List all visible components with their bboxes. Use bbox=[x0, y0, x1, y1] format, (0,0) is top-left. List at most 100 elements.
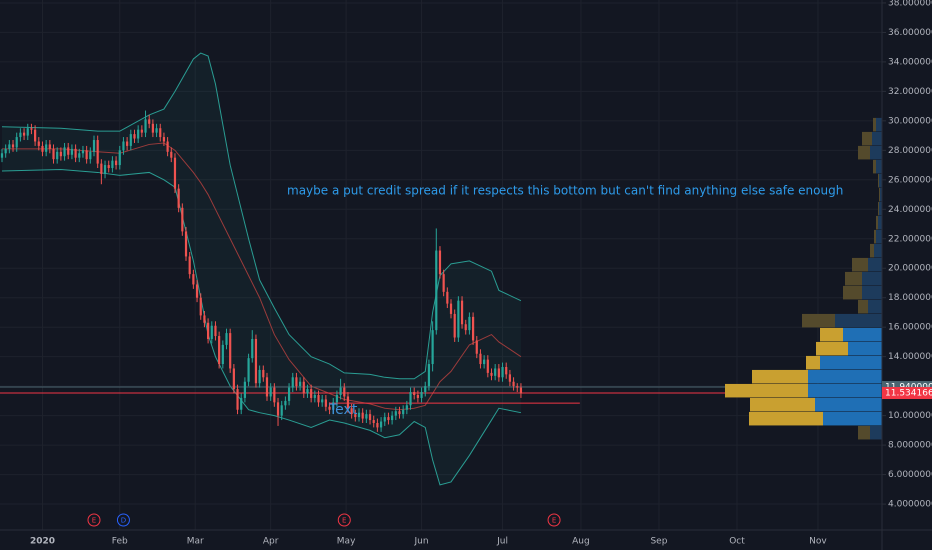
candle-body bbox=[516, 386, 519, 388]
candle-body bbox=[332, 402, 335, 410]
candle-body bbox=[435, 250, 438, 331]
candle-body bbox=[372, 420, 375, 423]
candle-body bbox=[203, 315, 206, 323]
candle-body bbox=[137, 129, 140, 139]
profile-down bbox=[879, 187, 880, 202]
event-label: E bbox=[552, 517, 556, 525]
candle-body bbox=[199, 297, 202, 316]
x-tick-label: Jul bbox=[496, 537, 508, 547]
candle-body bbox=[192, 274, 195, 285]
candle-body bbox=[59, 151, 62, 157]
candle-body bbox=[339, 387, 342, 395]
candle-body bbox=[173, 157, 177, 189]
candle-body bbox=[4, 148, 7, 154]
candle-body bbox=[96, 140, 99, 164]
candle-body bbox=[210, 325, 213, 339]
candle-body bbox=[276, 402, 280, 416]
candle-body bbox=[335, 394, 339, 403]
profile-down bbox=[845, 271, 862, 286]
candle-body bbox=[114, 160, 118, 166]
candle-body bbox=[81, 150, 85, 154]
candle-body bbox=[420, 392, 423, 398]
y-tick-label: 24.00000000 bbox=[888, 205, 932, 215]
text-label: Text bbox=[328, 402, 358, 418]
candle-body bbox=[512, 381, 515, 387]
candle-body bbox=[501, 366, 504, 378]
candle-body bbox=[398, 411, 401, 415]
profile-down bbox=[749, 411, 823, 426]
candle-body bbox=[74, 148, 77, 158]
candle-body bbox=[162, 137, 166, 142]
candle-body bbox=[151, 123, 154, 133]
candle-body bbox=[111, 160, 114, 169]
candle-body bbox=[89, 151, 92, 160]
candle-body bbox=[519, 387, 523, 394]
profile-down bbox=[843, 285, 862, 300]
candle-body bbox=[365, 414, 368, 419]
annotation-text: maybe a put credit spread if it respects… bbox=[287, 184, 843, 198]
candle-body bbox=[41, 145, 44, 152]
candle-body bbox=[321, 399, 324, 403]
price-label-box bbox=[882, 387, 932, 400]
candle-body bbox=[52, 148, 55, 160]
x-tick-label: Nov bbox=[809, 537, 827, 547]
candle-body bbox=[85, 150, 88, 160]
y-tick-label: 18.00000000 bbox=[888, 293, 932, 303]
profile-up bbox=[876, 159, 882, 174]
candle-body bbox=[181, 207, 184, 232]
candle-body bbox=[486, 359, 489, 373]
y-tick-label: 30.00000000 bbox=[888, 116, 932, 126]
profile-down bbox=[852, 257, 868, 272]
candle-body bbox=[37, 141, 40, 146]
candle-body bbox=[302, 381, 305, 394]
profile-up bbox=[820, 355, 882, 370]
profile-up bbox=[808, 383, 882, 398]
profile-down bbox=[752, 369, 808, 384]
x-tick-label: Apr bbox=[263, 537, 279, 547]
candle-body bbox=[324, 399, 327, 407]
event-marker bbox=[547, 513, 561, 527]
profile-down bbox=[878, 173, 879, 188]
x-tick-label: 2020 bbox=[30, 537, 55, 547]
x-tick-label: Oct bbox=[729, 537, 745, 547]
profile-up bbox=[878, 215, 882, 230]
candle-body bbox=[343, 387, 346, 397]
profile-down bbox=[750, 397, 815, 412]
profile-up bbox=[843, 327, 882, 342]
candle-body bbox=[262, 369, 265, 378]
profile-down bbox=[858, 299, 868, 314]
candle-body bbox=[129, 134, 132, 146]
candle-body bbox=[376, 422, 379, 428]
candle-body bbox=[446, 291, 449, 304]
candle-body bbox=[483, 359, 486, 365]
y-tick-label: 36.00000000 bbox=[888, 28, 932, 38]
candle-body bbox=[284, 400, 287, 406]
candle-body bbox=[67, 147, 70, 155]
candle-body bbox=[479, 353, 482, 365]
candle-body bbox=[494, 368, 497, 376]
candle-body bbox=[148, 119, 151, 124]
candle-body bbox=[240, 397, 243, 410]
candle-body bbox=[195, 284, 199, 298]
candle-body bbox=[431, 330, 434, 365]
profile-up bbox=[872, 131, 882, 146]
event-marker bbox=[337, 513, 351, 527]
candle-body bbox=[424, 386, 427, 393]
x-tick-label: Jun bbox=[414, 537, 429, 547]
candle-body bbox=[78, 153, 81, 158]
candle-body bbox=[310, 389, 313, 398]
candle-body bbox=[361, 412, 364, 419]
candle-body bbox=[159, 128, 162, 138]
candle-body bbox=[317, 394, 320, 403]
y-tick-label: 32.00000000 bbox=[888, 87, 932, 97]
candle-body bbox=[19, 132, 22, 138]
profile-down bbox=[858, 425, 870, 440]
candle-body bbox=[206, 322, 210, 339]
y-tick-label: 10.00000000 bbox=[888, 411, 932, 421]
candle-body bbox=[118, 150, 121, 166]
candle-body bbox=[269, 387, 272, 397]
price-axis bbox=[882, 0, 932, 550]
candle-body bbox=[442, 274, 445, 292]
profile-up bbox=[879, 173, 882, 188]
